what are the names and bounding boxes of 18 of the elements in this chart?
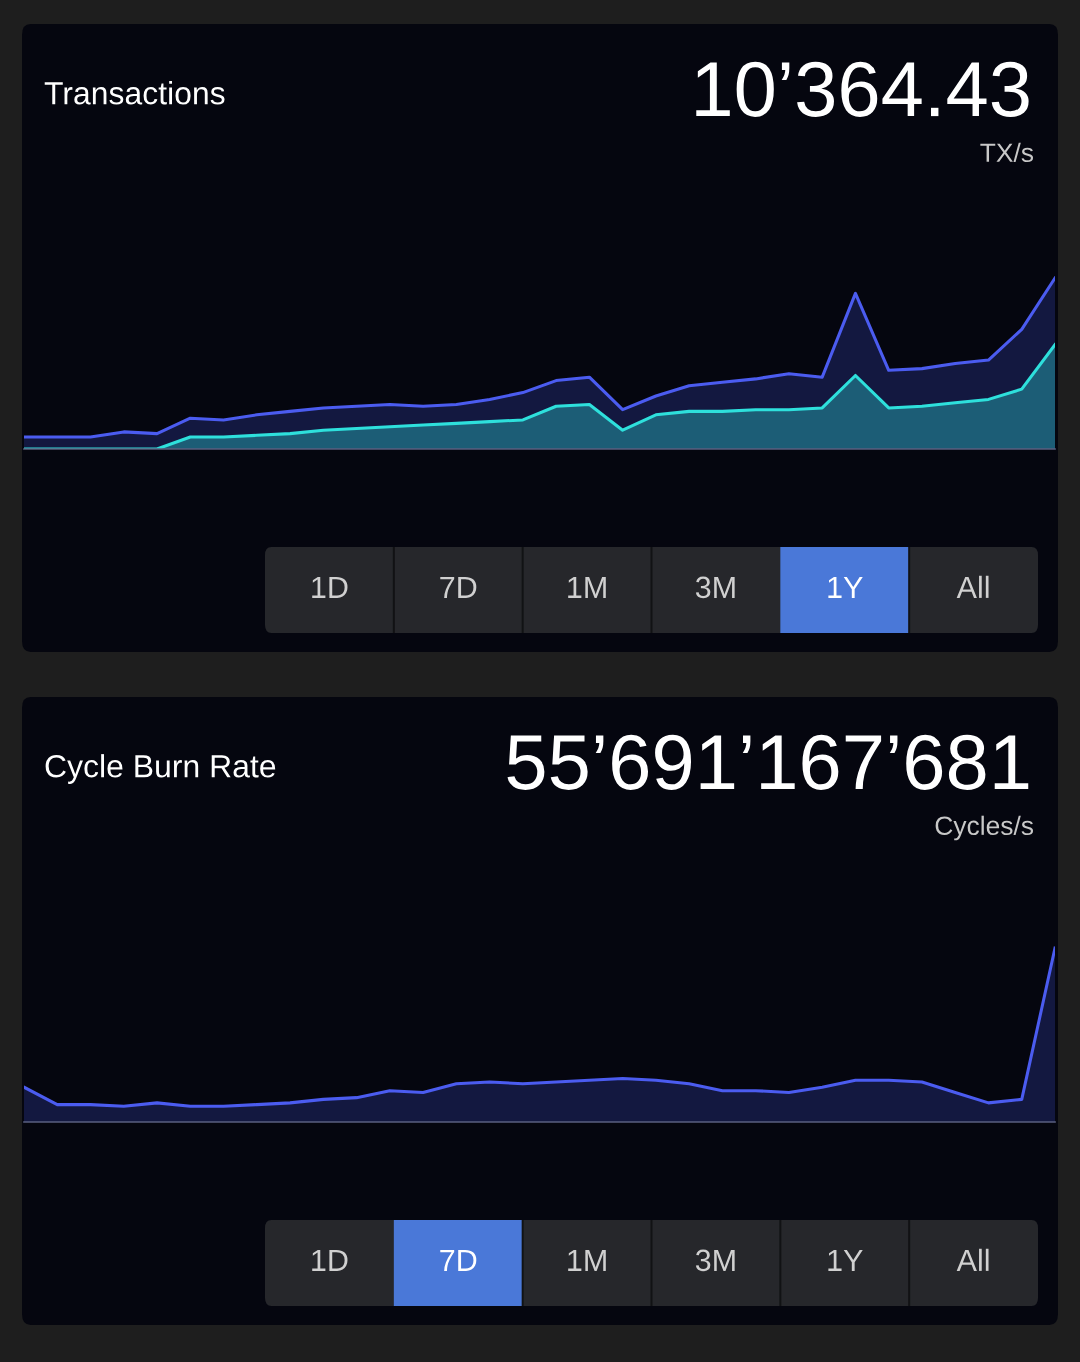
text: Cycles/s (935, 815, 1034, 841)
text: 1M (568, 576, 606, 598)
text: 55’691’167’681 (507, 734, 1029, 790)
text: 3M (695, 1249, 735, 1272)
text: All (956, 1248, 989, 1271)
text: 1D (312, 576, 348, 598)
text: 1Y (828, 1249, 863, 1271)
text: 1M (568, 1249, 606, 1271)
text: 7D (440, 1249, 477, 1271)
text: All (956, 575, 989, 598)
chart-title: Cycle Burn Rate (45, 754, 276, 784)
text: 1D (312, 1249, 348, 1271)
chart-title: Transactions (44, 81, 225, 105)
text: 7D (440, 576, 477, 598)
text: TX/s (980, 142, 1034, 163)
text: 3M (695, 576, 735, 599)
text: 10’364.43 (696, 61, 1029, 117)
text: 1Y (828, 576, 863, 598)
